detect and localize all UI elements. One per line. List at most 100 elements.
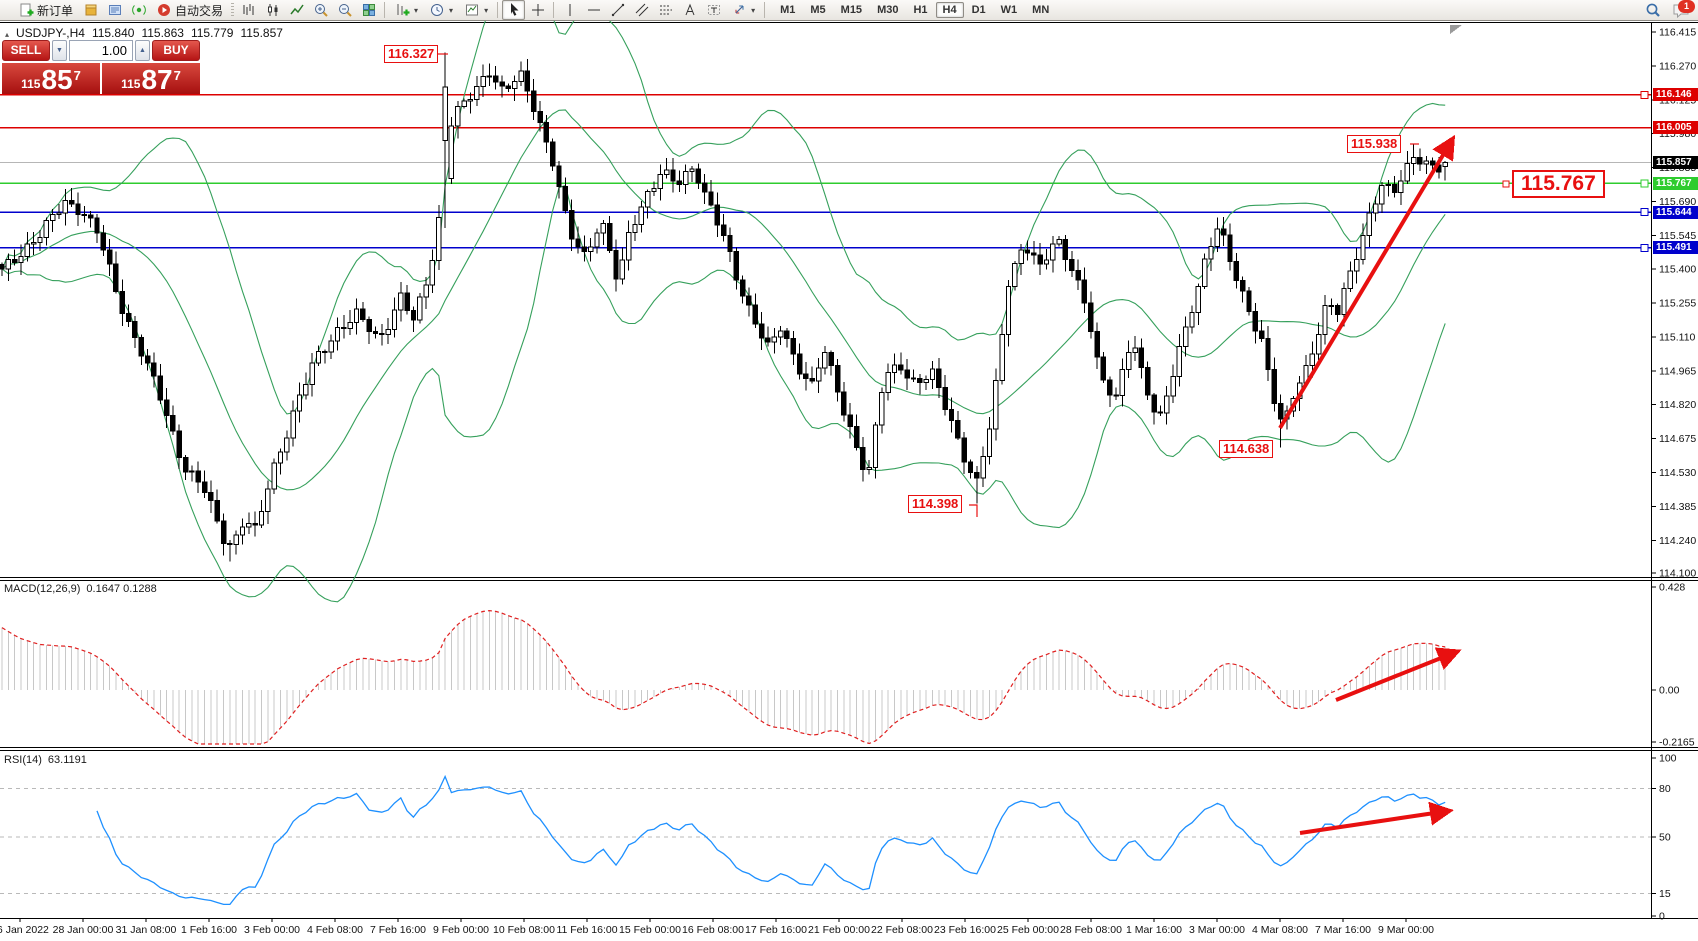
candle <box>195 470 201 483</box>
timeframe-h1[interactable]: H1 <box>913 4 928 16</box>
timeframe-mn[interactable]: MN <box>1032 4 1050 16</box>
horizontal-line-tool[interactable] <box>582 0 605 20</box>
toolbar-right-group: 1 <box>1641 0 1695 20</box>
trend-arrow[interactable] <box>1335 647 1462 702</box>
profiles-dropdown[interactable]: ▾ <box>424 0 458 20</box>
candle <box>727 234 733 253</box>
price-tick-label: 114.240 <box>1659 535 1696 547</box>
candle <box>822 351 828 369</box>
candle <box>258 511 265 526</box>
candle <box>277 451 284 464</box>
timeframe-h4[interactable]: H4 <box>935 2 964 18</box>
line-chart-button[interactable] <box>285 0 308 20</box>
volume-increase-button[interactable]: ▲ <box>135 40 150 61</box>
time-axis-label: 21 Feb 00:00 <box>808 924 870 936</box>
timeframe-m15[interactable]: M15 <box>840 4 863 16</box>
timeframe-d1[interactable]: D1 <box>971 4 986 16</box>
candle <box>11 259 18 264</box>
timeframe-m5[interactable]: M5 <box>810 4 826 16</box>
candle <box>1195 286 1202 314</box>
candle <box>1360 235 1366 261</box>
candle <box>385 328 391 336</box>
candle <box>974 472 980 479</box>
navigator-button[interactable] <box>103 0 126 20</box>
candle <box>1069 258 1075 272</box>
crosshair-tool-button[interactable] <box>526 0 549 20</box>
timeframe-m30[interactable]: M30 <box>877 4 899 16</box>
candle <box>638 206 645 225</box>
signals-button[interactable] <box>127 0 150 20</box>
arrows-tool-dropdown[interactable]: ▾ <box>726 0 760 20</box>
caret-down-icon: ▾ <box>484 5 489 15</box>
candle <box>499 81 505 87</box>
candle <box>910 377 917 380</box>
autotrading-button[interactable]: 自动交易 <box>151 0 228 20</box>
market-watch-button[interactable] <box>79 0 102 20</box>
volume-decrease-button[interactable]: ▼ <box>52 40 67 61</box>
price-tick-label: 115.110 <box>1659 331 1696 343</box>
new-order-button[interactable]: 新订单 <box>13 0 78 20</box>
candle <box>94 217 100 234</box>
time-axis-label: 22 Feb 08:00 <box>871 924 933 936</box>
timeframe-m1[interactable]: M1 <box>780 4 796 16</box>
candle <box>353 308 360 323</box>
candle <box>75 203 81 215</box>
candlestick-chart-button[interactable] <box>261 0 284 20</box>
price-tick-label: 116.270 <box>1659 60 1696 72</box>
candle <box>1398 180 1404 193</box>
fibonacci-tool[interactable] <box>654 0 677 20</box>
cursor-tool-button[interactable] <box>502 0 526 20</box>
tile-windows-button[interactable] <box>357 0 380 20</box>
caret-down-icon: ▾ <box>751 5 756 15</box>
new-order-icon <box>20 3 34 17</box>
candle <box>404 292 410 312</box>
candle <box>1423 160 1429 165</box>
channel-tool[interactable] <box>630 0 653 20</box>
clipped-chart-icon[interactable] <box>2 0 12 20</box>
notifications-button[interactable]: 1 <box>1670 0 1695 20</box>
fibonacci-icon <box>659 5 672 15</box>
new-chart-dropdown[interactable]: ▾ <box>389 0 423 20</box>
trend-arrow[interactable] <box>1299 801 1454 835</box>
vertical-line-tool[interactable] <box>558 0 581 20</box>
sell-price-display[interactable]: 115 85 7 <box>2 63 100 94</box>
candle <box>182 457 189 473</box>
buy-button[interactable]: BUY <box>152 40 200 61</box>
price-tick-label: 114.100 <box>1659 567 1696 579</box>
candle <box>784 330 790 339</box>
search-icon <box>1646 3 1660 17</box>
zoom-in-button[interactable] <box>309 0 332 20</box>
text-label-tool[interactable] <box>702 0 725 20</box>
tile-windows-icon <box>362 4 375 16</box>
search-button[interactable] <box>1641 0 1664 20</box>
candle <box>163 399 170 417</box>
templates-dropdown[interactable]: ▾ <box>459 0 493 20</box>
candle <box>1442 161 1448 167</box>
toolbar-separator <box>384 2 386 18</box>
indicator-line <box>1 609 1446 745</box>
candle <box>56 212 62 215</box>
trendline-tool[interactable] <box>606 0 629 20</box>
candle <box>1031 252 1037 256</box>
sell-price-sup: 7 <box>73 68 81 83</box>
timeframe-w1[interactable]: W1 <box>1000 4 1018 16</box>
candle <box>714 204 720 226</box>
bar-chart-button[interactable] <box>237 0 260 20</box>
candle <box>1012 263 1018 288</box>
candle <box>1322 304 1328 335</box>
price-tick-label: 115.545 <box>1659 230 1696 242</box>
price-tick-label: 114.385 <box>1659 501 1696 513</box>
expand-panel-icon[interactable]: ▴ <box>5 30 10 39</box>
candle <box>777 330 784 338</box>
candle <box>1088 302 1094 333</box>
volume-input[interactable] <box>69 40 133 61</box>
zoom-out-button[interactable] <box>333 0 356 20</box>
candle <box>980 456 986 479</box>
candle <box>176 430 182 459</box>
text-tool[interactable] <box>678 0 701 20</box>
trend-arrow[interactable] <box>1278 134 1456 430</box>
sell-button[interactable]: SELL <box>2 40 50 61</box>
candle <box>803 373 809 379</box>
buy-price-display[interactable]: 115 87 7 <box>102 63 200 94</box>
